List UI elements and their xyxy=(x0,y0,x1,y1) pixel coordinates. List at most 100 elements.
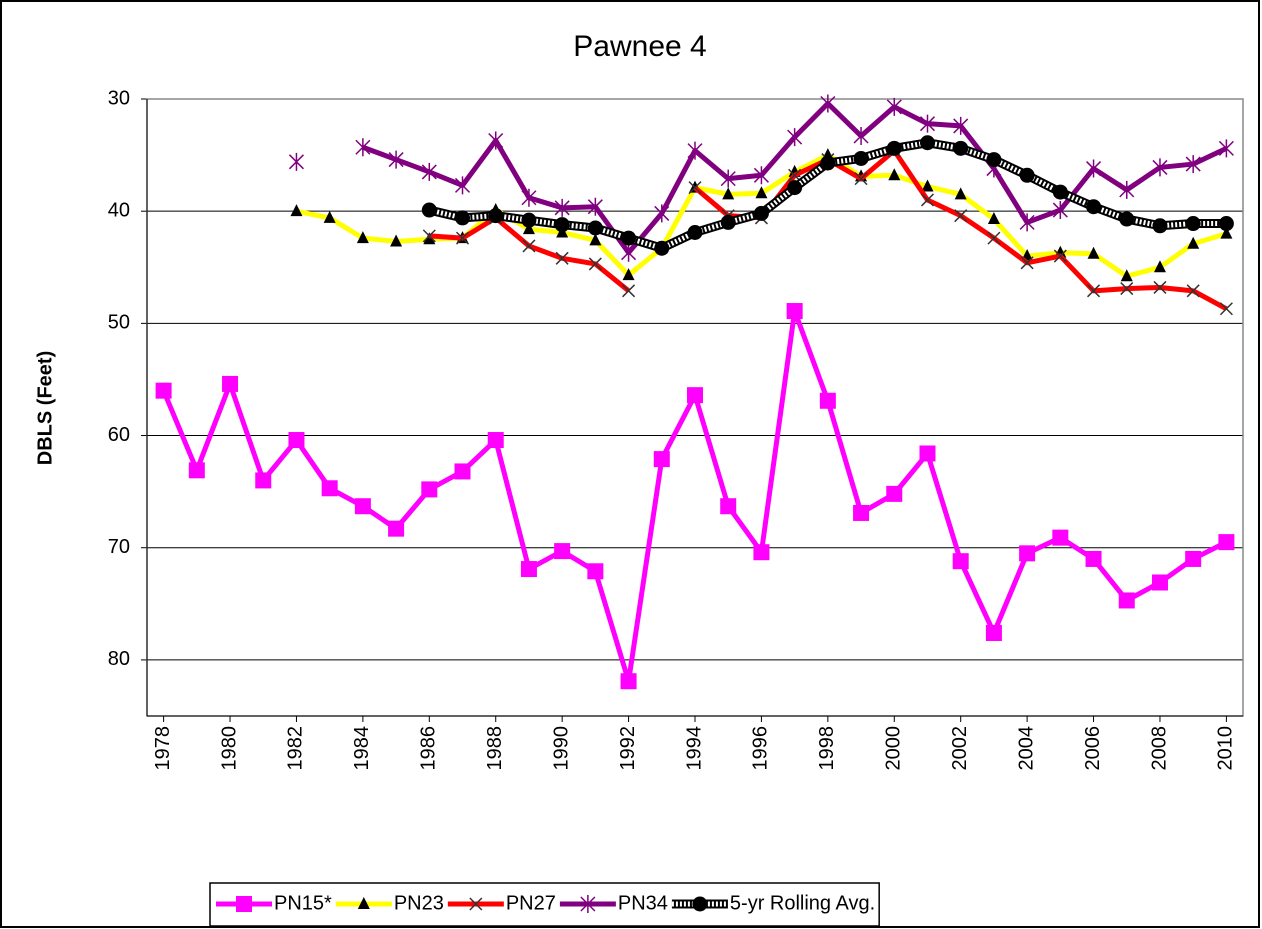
marker xyxy=(1152,158,1168,177)
marker xyxy=(886,485,903,502)
legend-box xyxy=(209,882,880,927)
marker xyxy=(1085,550,1102,567)
marker xyxy=(1087,246,1100,259)
marker xyxy=(687,387,703,404)
marker xyxy=(722,187,735,200)
marker xyxy=(886,140,902,156)
marker xyxy=(987,231,1001,245)
marker xyxy=(687,224,703,240)
marker xyxy=(1220,226,1233,239)
legend-item: PN23 xyxy=(335,892,444,914)
marker xyxy=(986,152,1002,168)
legend-label: PN34 xyxy=(618,892,668,914)
marker xyxy=(820,155,836,171)
legend-item: PN34 xyxy=(559,892,668,914)
marker xyxy=(454,176,471,195)
marker xyxy=(753,166,769,185)
marker xyxy=(488,208,504,224)
marker xyxy=(622,268,635,281)
y-tick-label: 70 xyxy=(108,536,130,558)
marker xyxy=(920,193,935,207)
legend-label: PN15* xyxy=(274,892,332,914)
x-tick-label: 1992 xyxy=(617,726,639,771)
marker xyxy=(1120,269,1133,282)
marker xyxy=(1152,218,1168,234)
marker xyxy=(1153,260,1166,273)
marker xyxy=(1153,280,1167,294)
marker xyxy=(919,114,936,133)
marker xyxy=(487,432,504,449)
marker xyxy=(554,217,570,233)
marker xyxy=(1151,574,1168,591)
marker xyxy=(720,498,737,515)
marker xyxy=(1052,184,1068,200)
legend-item: PN27 xyxy=(447,892,556,914)
legend-label: PN23 xyxy=(394,892,444,914)
y-axis-label: DBLS (Feet) xyxy=(34,351,56,465)
marker xyxy=(290,204,303,217)
marker xyxy=(1118,592,1135,609)
marker xyxy=(1119,211,1135,227)
y-tick-label: 30 xyxy=(108,87,130,109)
marker xyxy=(1020,256,1034,270)
y-tick-label: 60 xyxy=(108,424,130,446)
marker xyxy=(692,896,708,912)
marker xyxy=(687,141,703,160)
marker xyxy=(620,673,637,690)
marker xyxy=(853,504,870,521)
marker xyxy=(587,563,604,580)
x-tick-label: 1990 xyxy=(550,726,572,771)
marker xyxy=(554,198,570,217)
marker xyxy=(521,212,537,228)
marker xyxy=(654,240,670,256)
marker xyxy=(355,138,371,157)
x-tick-label: 2008 xyxy=(1148,726,1170,771)
marker xyxy=(236,896,252,912)
x-tick-label: 1984 xyxy=(351,726,373,771)
marker xyxy=(787,180,803,196)
marker xyxy=(755,186,768,199)
x-tick-label: 1994 xyxy=(683,726,705,771)
marker xyxy=(853,150,869,166)
x-tick-label: 1982 xyxy=(285,726,307,771)
marker xyxy=(952,553,969,570)
marker xyxy=(522,222,535,235)
x-tick-label: 2006 xyxy=(1082,726,1104,771)
marker xyxy=(854,172,868,186)
marker xyxy=(1218,216,1234,232)
marker xyxy=(720,214,736,230)
x-tick-label: 1996 xyxy=(750,726,772,771)
marker xyxy=(753,544,770,561)
legend-item: 5-yr Rolling Avg. xyxy=(671,892,875,914)
marker xyxy=(454,463,471,480)
marker xyxy=(1187,236,1200,249)
marker xyxy=(921,179,934,192)
marker xyxy=(1052,529,1069,546)
marker xyxy=(919,135,935,151)
marker xyxy=(521,188,537,207)
x-tick-label: 2000 xyxy=(883,726,905,771)
marker xyxy=(1219,302,1233,316)
marker xyxy=(554,543,571,560)
marker xyxy=(469,897,483,911)
marker xyxy=(954,187,967,200)
legend-label: 5-yr Rolling Avg. xyxy=(730,892,875,914)
x-tick-label: 1980 xyxy=(218,726,240,771)
marker xyxy=(985,624,1002,641)
marker xyxy=(421,202,437,218)
marker xyxy=(886,97,902,116)
marker xyxy=(1218,534,1235,551)
marker xyxy=(422,229,436,243)
marker xyxy=(1086,159,1102,178)
marker xyxy=(820,94,836,113)
marker xyxy=(390,234,403,247)
marker xyxy=(1052,201,1068,220)
marker xyxy=(1120,282,1134,296)
marker xyxy=(621,243,637,262)
marker xyxy=(288,152,304,171)
marker xyxy=(388,520,405,537)
marker xyxy=(1019,213,1035,232)
marker xyxy=(589,233,602,246)
